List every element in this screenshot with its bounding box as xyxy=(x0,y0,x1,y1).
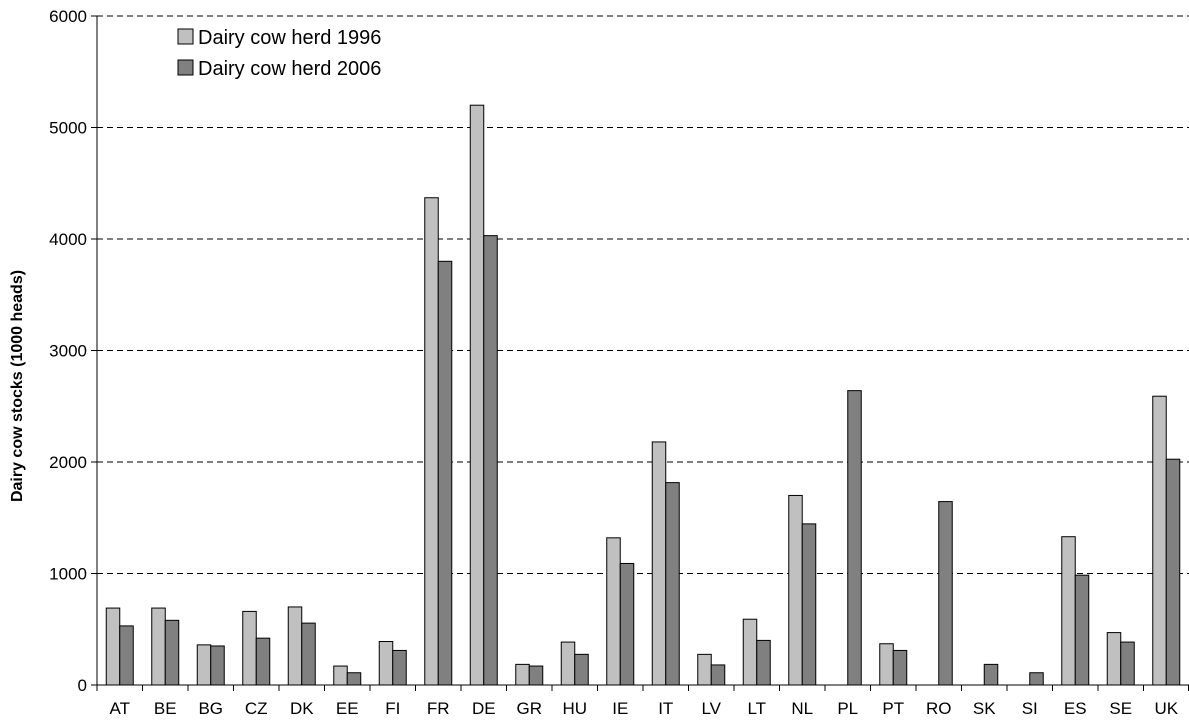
bar-es-1996 xyxy=(1061,536,1076,686)
y-tick-label: 3000 xyxy=(49,342,87,361)
bar-lt-1996 xyxy=(742,618,758,686)
x-tick-label: CZ xyxy=(245,699,268,718)
bar-hu-2006 xyxy=(574,653,589,686)
bar-pl-2006 xyxy=(847,390,862,686)
bar-es-2006 xyxy=(1074,574,1090,686)
x-tick-label: FI xyxy=(385,699,400,718)
bar-nl-2006 xyxy=(801,523,817,686)
x-tick-label: PT xyxy=(882,699,904,718)
y-tick-label: 5000 xyxy=(49,119,87,138)
bar-ee-2006 xyxy=(346,672,362,686)
legend-swatch xyxy=(177,28,194,45)
bar-ie-2006 xyxy=(619,562,635,686)
bar-bg-2006 xyxy=(210,645,225,686)
y-tick-labels: 0 1000 2000 3000 4000 5000 6000 xyxy=(49,7,87,695)
bar-de-1996 xyxy=(469,104,485,686)
bar-fr-1996 xyxy=(424,197,439,686)
legend-label: Dairy cow herd 2006 xyxy=(198,58,381,80)
x-tick-label: AT xyxy=(110,699,130,718)
x-tick-label: DK xyxy=(290,699,314,718)
bar-se-2006 xyxy=(1120,641,1135,686)
x-tick-label: IT xyxy=(658,699,673,718)
y-tick-label: 1000 xyxy=(49,565,87,584)
bars xyxy=(105,104,1181,686)
x-tick-labels: AT BE BG CZ DK EE FI FR DE GR HU IE IT LV LT NL PL PT RO SK… xyxy=(110,699,1179,718)
x-tick-label: BE xyxy=(154,699,177,718)
bar-sk-2006 xyxy=(983,663,999,686)
bar-lv-1996 xyxy=(697,653,712,686)
bar-be-1996 xyxy=(151,607,166,686)
x-tick-label: UK xyxy=(1154,699,1178,718)
axes xyxy=(91,15,1189,691)
bar-lt-2006 xyxy=(756,639,771,686)
bar-fi-2006 xyxy=(392,649,407,686)
bar-gr-1996 xyxy=(515,663,530,686)
bar-dk-1996 xyxy=(287,606,303,686)
x-tick-label: RO xyxy=(926,699,952,718)
y-tick-label: 0 xyxy=(78,676,87,695)
bar-cz-1996 xyxy=(242,610,257,686)
x-tick-label: LV xyxy=(701,699,721,718)
bar-lv-2006 xyxy=(710,664,726,686)
x-tick-label: BG xyxy=(198,699,223,718)
x-tick-label: GR xyxy=(517,699,543,718)
bar-ie-1996 xyxy=(606,537,621,686)
x-tick-label: ES xyxy=(1064,699,1087,718)
x-tick-label: HU xyxy=(562,699,587,718)
bar-pt-1996 xyxy=(879,643,894,686)
gridlines xyxy=(97,15,1189,574)
x-tick-label: SK xyxy=(973,699,996,718)
bar-at-1996 xyxy=(105,607,121,686)
bar-nl-1996 xyxy=(788,494,803,686)
bar-at-2006 xyxy=(119,625,134,686)
x-tick-label: DE xyxy=(472,699,496,718)
bar-se-1996 xyxy=(1106,632,1122,686)
bar-it-1996 xyxy=(651,441,667,686)
bar-si-2006 xyxy=(1029,672,1044,686)
x-tick-label: LT xyxy=(747,699,766,718)
bar-hu-1996 xyxy=(560,641,576,686)
bar-gr-2006 xyxy=(528,665,544,686)
y-tick-label: 2000 xyxy=(49,453,87,472)
bar-fr-2006 xyxy=(437,260,453,686)
x-tick-label: EE xyxy=(336,699,359,718)
bar-be-2006 xyxy=(164,619,180,686)
bar-uk-2006 xyxy=(1165,458,1181,686)
x-tick-label: FR xyxy=(427,699,450,718)
bar-cz-2006 xyxy=(255,637,271,686)
bar-fi-1996 xyxy=(378,641,394,686)
bar-pt-2006 xyxy=(892,649,908,686)
legend-swatch xyxy=(177,59,194,76)
x-tick-label: SI xyxy=(1022,699,1038,718)
x-tick-label: IE xyxy=(612,699,628,718)
bar-ee-1996 xyxy=(333,665,348,686)
legend-label: Dairy cow herd 1996 xyxy=(198,27,381,49)
y-axis-label: Dairy cow stocks (1000 heads) xyxy=(9,270,26,502)
y-tick-label: 4000 xyxy=(49,230,87,249)
x-tick-label: NL xyxy=(791,699,813,718)
bar-bg-1996 xyxy=(196,644,212,686)
bar-uk-1996 xyxy=(1152,395,1167,686)
bar-de-2006 xyxy=(483,235,498,686)
x-tick-label: SE xyxy=(1109,699,1132,718)
x-tick-label: PL xyxy=(837,699,858,718)
bar-it-2006 xyxy=(665,482,680,686)
y-tick-label: 6000 xyxy=(49,7,87,26)
bar-dk-2006 xyxy=(301,622,316,686)
bar-ro-2006 xyxy=(938,501,953,686)
legend: Dairy cow herd 1996 Dairy cow herd 2006 xyxy=(177,27,381,80)
